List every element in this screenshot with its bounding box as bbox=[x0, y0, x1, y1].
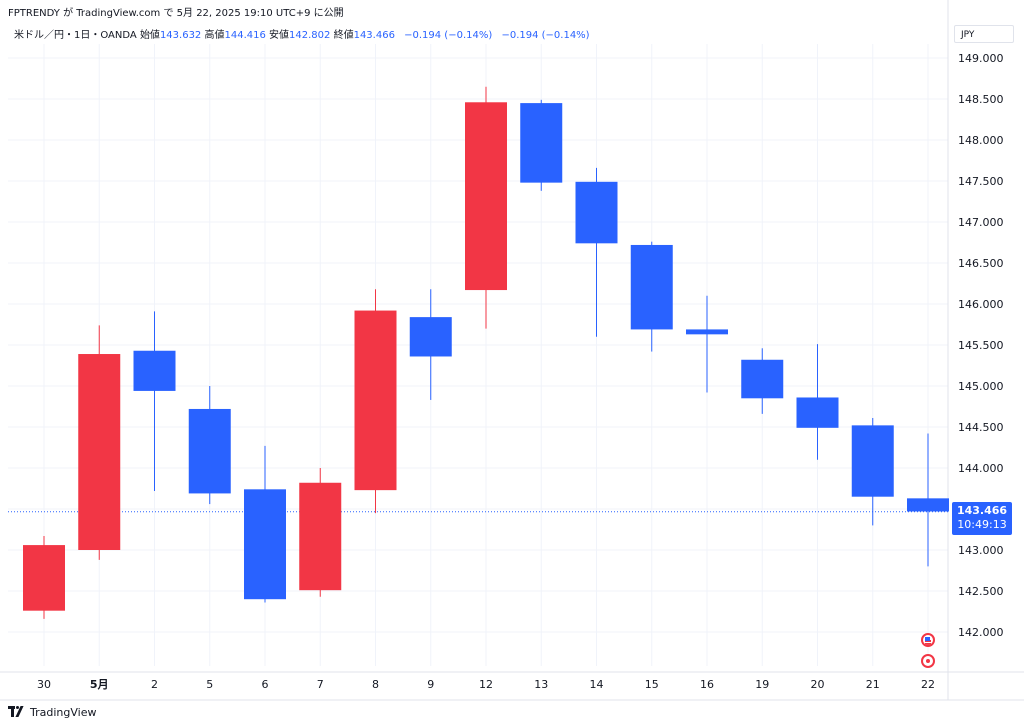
y-tick-label: 145.500 bbox=[958, 339, 1004, 352]
bar-countdown: 10:49:13 bbox=[957, 518, 1007, 531]
candle-body bbox=[299, 482, 342, 591]
y-tick-label: 145.000 bbox=[958, 380, 1004, 393]
y-tick-label: 147.500 bbox=[958, 175, 1004, 188]
symbol-name[interactable]: 米ドル／円・1日・OANDA bbox=[14, 30, 137, 41]
candle-body bbox=[686, 329, 728, 335]
y-tick-label: 149.000 bbox=[958, 52, 1004, 65]
x-tick-label: 14 bbox=[590, 678, 604, 691]
x-tick-label: 5月 bbox=[90, 678, 109, 691]
last-price: 143.466 bbox=[956, 504, 1008, 517]
tradingview-brand-text: TradingView bbox=[30, 705, 97, 719]
x-tick-label: 9 bbox=[427, 678, 434, 691]
y-tick-label: 148.500 bbox=[958, 93, 1004, 106]
x-tick-label: 12 bbox=[479, 678, 493, 691]
y-tick-label: 146.500 bbox=[958, 257, 1004, 270]
candle-body bbox=[796, 397, 839, 428]
economic-event-icon[interactable] bbox=[921, 654, 935, 668]
close-label: 終値 bbox=[333, 30, 354, 41]
x-tick-label: 6 bbox=[262, 678, 269, 691]
open-value: 143.632 bbox=[159, 30, 202, 41]
y-tick-label: 144.000 bbox=[958, 462, 1004, 475]
x-tick-label: 2 bbox=[151, 678, 158, 691]
candle-body bbox=[188, 408, 231, 494]
y-tick-label: 146.000 bbox=[958, 298, 1004, 311]
candle-body bbox=[907, 498, 949, 512]
y-tick-label: 142.500 bbox=[958, 585, 1004, 598]
change-value: −0.194 (−0.14%) bbox=[404, 30, 493, 41]
change-value-secondary: −0.194 (−0.14%) bbox=[501, 30, 590, 41]
publication-info: FPTRENDY が TradingView.com で 5月 22, 2025… bbox=[8, 8, 344, 19]
x-tick-label: 7 bbox=[317, 678, 324, 691]
y-tick-label: 148.000 bbox=[958, 134, 1004, 147]
x-tick-label: 22 bbox=[921, 678, 935, 691]
x-tick-label: 5 bbox=[206, 678, 213, 691]
high-value: 144.416 bbox=[224, 30, 266, 41]
high-label: 高値 bbox=[204, 30, 225, 41]
low-value: 142.802 bbox=[289, 30, 331, 41]
candle-body bbox=[520, 103, 563, 183]
x-tick-label: 8 bbox=[372, 678, 379, 691]
candle-body bbox=[409, 317, 452, 357]
x-tick-label: 15 bbox=[645, 678, 659, 691]
candle-body bbox=[465, 102, 507, 291]
y-tick-label: 147.000 bbox=[958, 216, 1004, 229]
x-tick-label: 30 bbox=[37, 678, 51, 691]
y-tick-label: 142.000 bbox=[958, 626, 1004, 639]
candle-body bbox=[23, 545, 65, 611]
currency-button[interactable]: JPY bbox=[954, 25, 1014, 43]
candle-body bbox=[133, 350, 176, 391]
candle-body bbox=[575, 181, 618, 244]
x-tick-label: 21 bbox=[866, 678, 880, 691]
tradingview-logo-icon bbox=[8, 706, 26, 718]
us-flag-icon[interactable] bbox=[921, 633, 935, 647]
x-tick-label: 16 bbox=[700, 678, 714, 691]
candle-body bbox=[354, 310, 397, 491]
candle-body bbox=[630, 244, 673, 330]
x-tick-label: 13 bbox=[534, 678, 548, 691]
candle-body bbox=[851, 425, 894, 497]
x-tick-label: 19 bbox=[755, 678, 769, 691]
open-label: 始値 bbox=[139, 30, 160, 41]
candle-body bbox=[78, 354, 121, 550]
candle-body bbox=[741, 359, 784, 399]
candle-body bbox=[244, 489, 286, 600]
close-value: 143.466 bbox=[353, 30, 395, 41]
x-tick-label: 20 bbox=[811, 678, 825, 691]
y-tick-label: 144.500 bbox=[958, 421, 1004, 434]
tradingview-logo[interactable]: TradingView bbox=[8, 703, 96, 721]
last-price-tag: 143.466 10:49:13 bbox=[952, 502, 1012, 535]
low-label: 安値 bbox=[269, 30, 290, 41]
y-tick-label: 143.000 bbox=[958, 544, 1004, 557]
symbol-legend: 米ドル／円・1日・OANDA 始値143.632 高値144.416 安値142… bbox=[14, 26, 590, 41]
